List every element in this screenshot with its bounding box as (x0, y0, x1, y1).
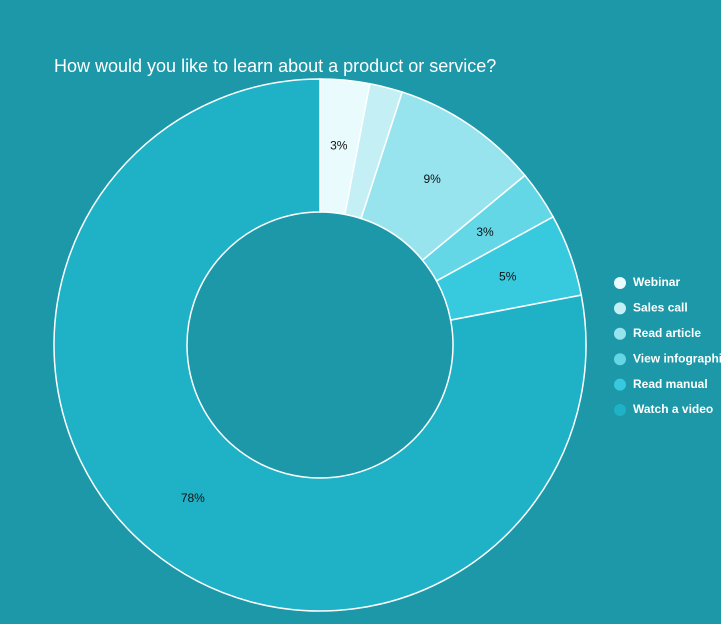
chart-title: How would you like to learn about a prod… (54, 56, 496, 76)
legend-marker (614, 277, 626, 289)
legend-marker (614, 378, 626, 391)
legend-marker (614, 302, 626, 315)
data-label: 9% (423, 172, 441, 186)
legend-label: Read manual (633, 377, 708, 391)
data-label: 3% (476, 225, 494, 239)
legend-label: Sales call (633, 301, 688, 315)
legend-marker (614, 353, 626, 366)
data-label: 5% (499, 270, 517, 284)
legend-label: Webinar (633, 275, 680, 289)
data-label: 78% (181, 491, 205, 505)
legend-label: Read article (633, 326, 701, 340)
data-label: 3% (330, 139, 348, 153)
legend-label: View infographic (633, 351, 721, 365)
slice (53, 78, 587, 612)
legend-label: Watch a video (633, 402, 713, 416)
legend-marker (614, 327, 626, 340)
legend-marker (614, 404, 626, 416)
